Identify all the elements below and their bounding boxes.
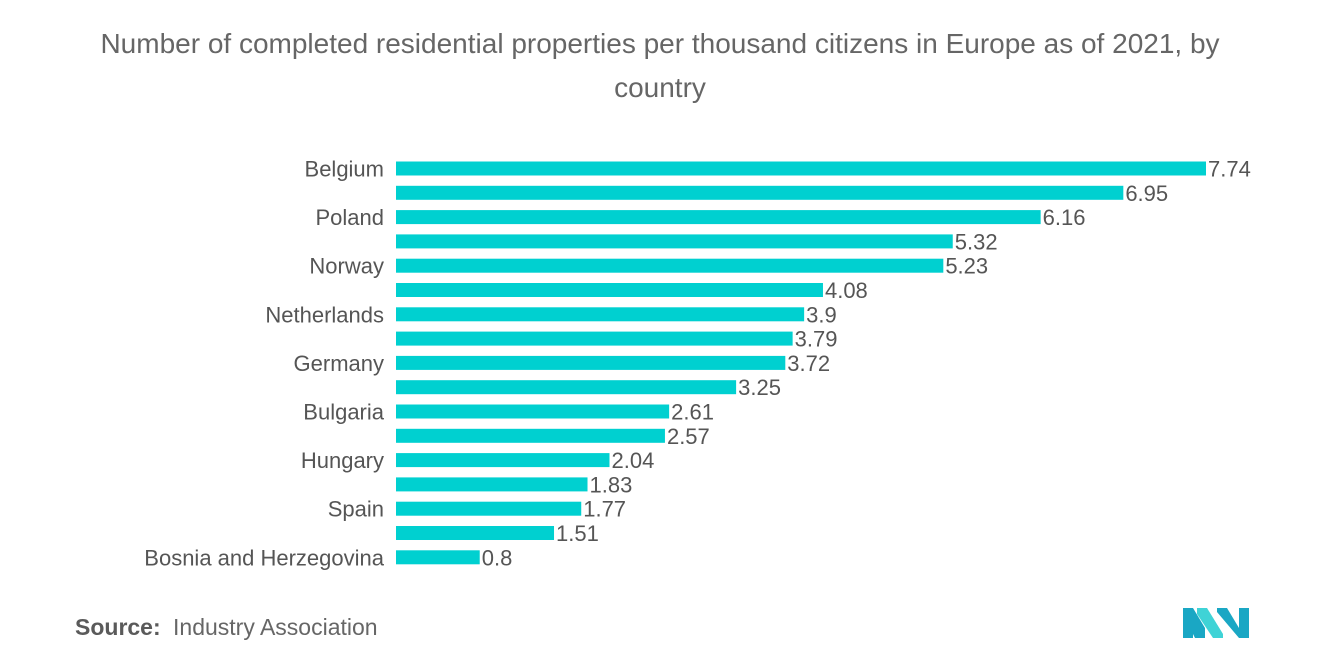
value-label: 3.72 [787,351,830,376]
category-label: Bulgaria [303,400,384,425]
bar [396,234,953,249]
bar [396,428,665,443]
source-note: Source: Industry Association [75,614,378,641]
category-label: Norway [309,254,384,279]
category-label: Hungary [301,448,384,473]
bar [396,453,610,468]
bar [396,283,823,297]
value-label: 2.61 [671,400,714,425]
category-label: Poland [315,205,384,230]
bar [396,355,786,370]
value-label: 5.23 [945,254,988,279]
value-label: 3.9 [806,302,837,327]
bar-chart: 7.74 Belgium 6.95 6.16 Poland 5.325.23 Norway 4… [144,157,1251,571]
bar [396,307,805,322]
bar [396,526,555,540]
bar [396,477,588,492]
value-label: 0.8 [482,545,513,570]
value-label: 2.57 [667,424,710,449]
value-label: 5.32 [955,229,998,254]
value-label: 7.74 [1208,157,1251,182]
value-label: 1.51 [556,521,599,546]
category-label: Spain [328,497,384,522]
value-label: 1.83 [590,472,633,497]
bar [396,550,480,565]
bar [396,331,793,346]
value-label: 3.25 [738,375,781,400]
category-label: Netherlands [265,302,384,327]
bar [396,380,737,395]
source-value: Industry Association [173,614,378,640]
value-label: 4.08 [825,278,868,303]
category-label: Germany [294,351,384,376]
value-label: 1.77 [583,497,626,522]
value-label: 2.04 [611,448,654,473]
mordor-logo-icon [1183,608,1249,638]
value-label: 6.95 [1125,181,1168,206]
category-label: Bosnia and Herzegovina [144,545,384,570]
category-label: Belgium [305,157,384,182]
bar [396,161,1206,176]
bar [396,210,1041,225]
bar [396,185,1124,200]
bar [396,404,670,419]
chart-title: Number of completed residential properti… [100,28,1220,103]
bar [396,258,944,273]
bar [396,501,582,516]
value-label: 3.79 [795,327,838,352]
source-label: Source: [75,614,161,640]
value-label: 6.16 [1043,205,1086,230]
